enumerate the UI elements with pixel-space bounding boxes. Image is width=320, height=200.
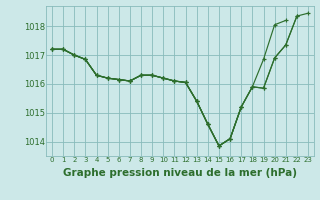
X-axis label: Graphe pression niveau de la mer (hPa): Graphe pression niveau de la mer (hPa) <box>63 168 297 178</box>
